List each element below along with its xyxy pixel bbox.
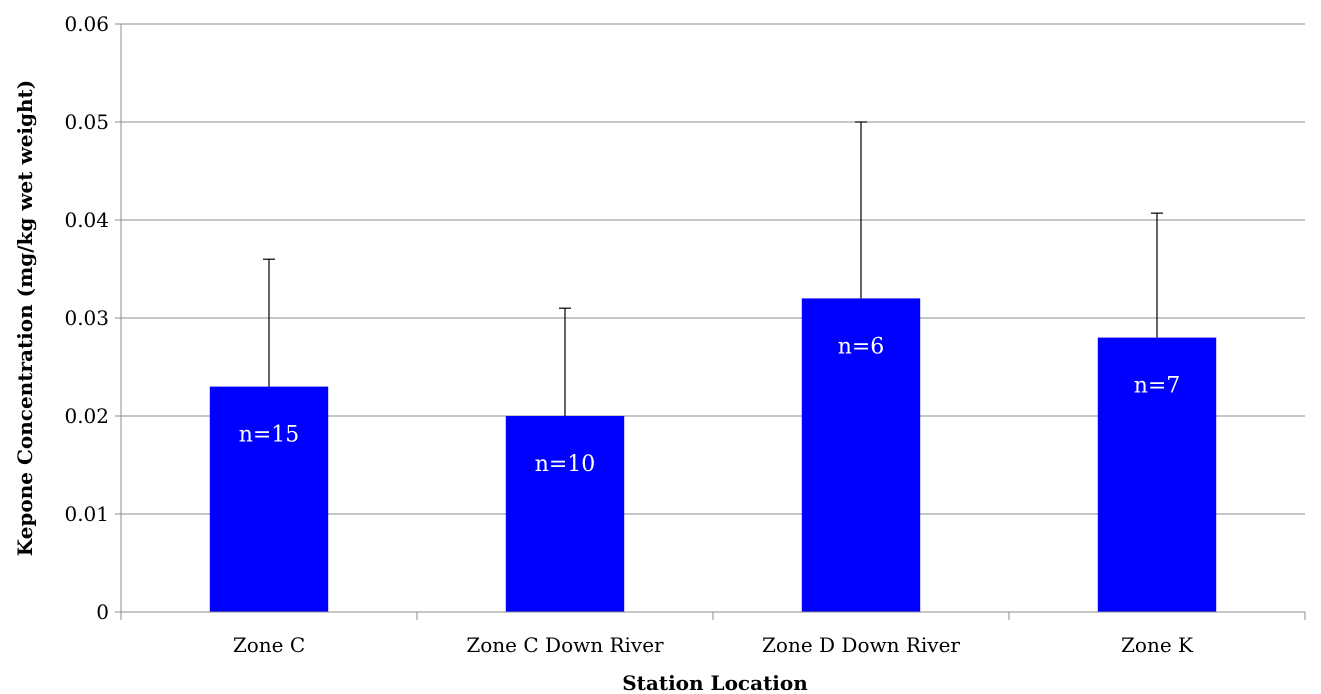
y-axis-title: Kepone Concentration (mg/kg wet weight) [13,80,37,557]
y-tick-label: 0.05 [64,110,109,134]
y-tick-label: 0.04 [64,208,109,232]
x-axis-title: Station Location [622,671,808,694]
y-tick-label: 0.03 [64,306,109,330]
x-tick-label: Zone C [233,633,305,657]
y-tick-label: 0 [96,600,109,624]
x-tick-label: Zone C Down River [466,633,664,657]
bar [505,416,625,612]
bar-data-label: n=7 [1134,374,1181,399]
bar-data-label: n=15 [239,423,300,448]
y-tick-label: 0.06 [64,12,109,36]
bar [209,386,329,612]
y-tick-label: 0.01 [64,502,109,526]
x-tick-label: Zone D Down River [762,633,960,657]
bar [1097,337,1217,612]
bar-data-label: n=10 [535,452,596,477]
bar-data-labels: n=15 n=10 n=6 n=7 [239,334,1181,477]
bar [801,298,921,612]
axes: 0 0.01 0.02 0.03 0.04 0.05 0.06 Zone C Zone C Do… [64,12,1306,657]
x-tick-label: Zone K [1121,633,1194,657]
bars [209,298,1217,612]
y-tick-label: 0.02 [64,404,109,428]
bar-data-label: n=6 [838,334,885,359]
error-bars [263,121,1163,416]
